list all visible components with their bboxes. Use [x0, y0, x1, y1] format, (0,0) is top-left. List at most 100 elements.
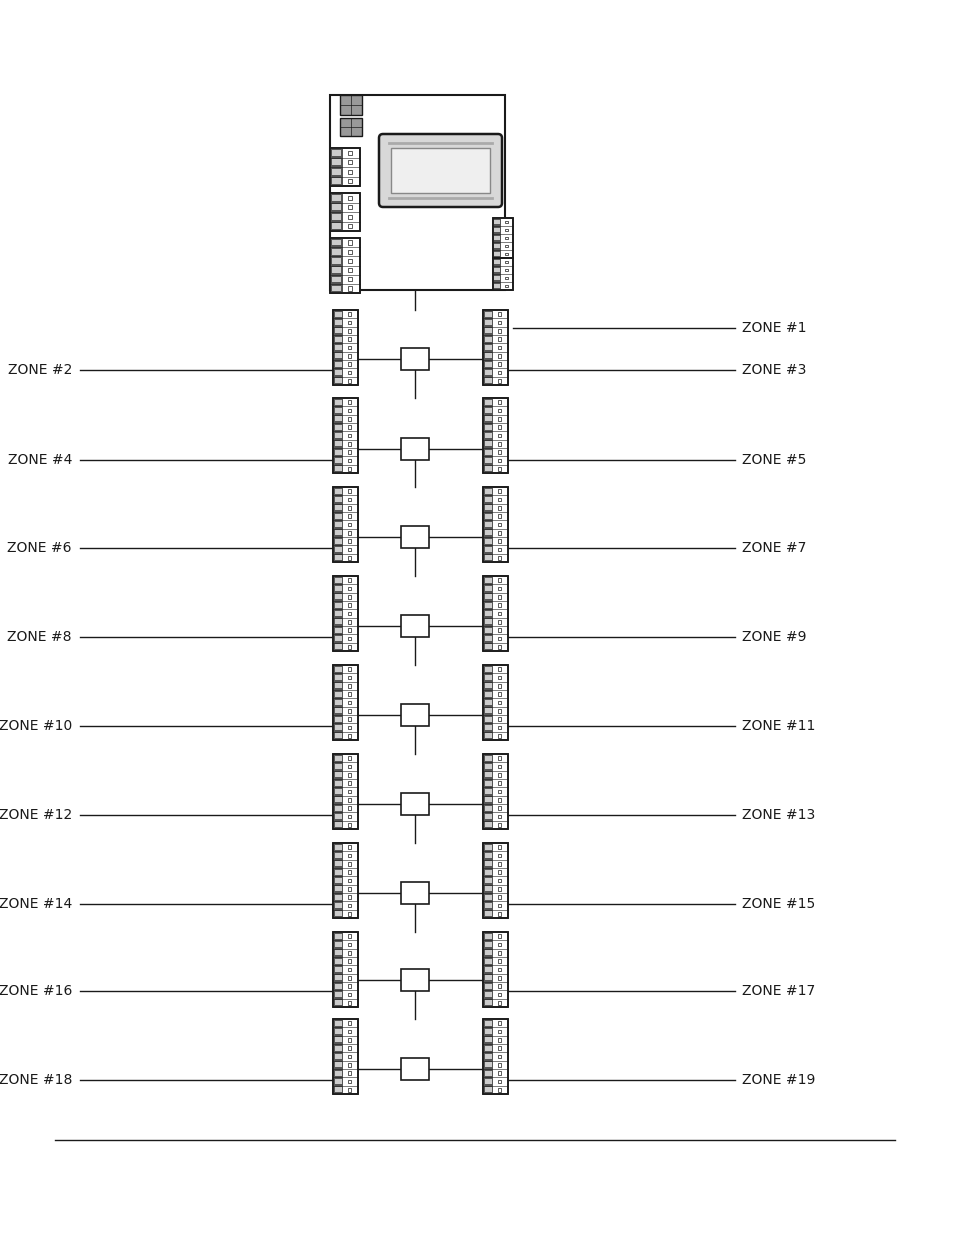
- Bar: [497, 960, 501, 963]
- Bar: [484, 1046, 492, 1051]
- Bar: [484, 756, 492, 761]
- Bar: [497, 718, 501, 721]
- Bar: [335, 514, 341, 519]
- Bar: [484, 585, 492, 592]
- Bar: [497, 773, 501, 777]
- Bar: [497, 540, 501, 543]
- Bar: [484, 320, 492, 325]
- Bar: [484, 416, 492, 421]
- Bar: [348, 409, 351, 412]
- Bar: [484, 1037, 492, 1042]
- Text: ZONE #5: ZONE #5: [741, 453, 805, 467]
- Bar: [332, 240, 340, 246]
- Bar: [348, 823, 351, 826]
- Bar: [482, 310, 493, 385]
- Bar: [330, 95, 504, 290]
- Bar: [484, 814, 492, 819]
- Bar: [497, 400, 501, 404]
- Bar: [348, 321, 351, 325]
- Bar: [497, 425, 501, 429]
- Text: ZONE #11: ZONE #11: [741, 719, 815, 734]
- Text: ZONE #3: ZONE #3: [741, 363, 805, 377]
- Bar: [497, 346, 501, 350]
- Bar: [484, 441, 492, 446]
- Bar: [482, 755, 493, 829]
- Bar: [335, 700, 341, 705]
- Bar: [333, 310, 357, 385]
- Bar: [497, 815, 501, 819]
- Bar: [335, 585, 341, 592]
- Bar: [335, 911, 341, 916]
- Bar: [497, 1046, 501, 1050]
- Bar: [335, 538, 341, 543]
- Bar: [348, 1046, 351, 1050]
- Bar: [484, 329, 492, 333]
- Bar: [333, 755, 357, 829]
- Bar: [333, 664, 357, 740]
- Bar: [333, 1019, 357, 1094]
- Bar: [335, 594, 341, 599]
- Bar: [335, 603, 341, 608]
- Bar: [482, 844, 507, 918]
- Bar: [497, 935, 501, 937]
- Text: ZONE #2: ZONE #2: [8, 363, 71, 377]
- Bar: [497, 734, 501, 737]
- Bar: [348, 645, 351, 648]
- Bar: [497, 862, 501, 866]
- Bar: [494, 243, 499, 248]
- Bar: [335, 781, 341, 785]
- Bar: [484, 764, 492, 769]
- Bar: [497, 1079, 501, 1083]
- Text: ZONE #13: ZONE #13: [741, 808, 815, 823]
- Bar: [484, 489, 492, 494]
- Bar: [348, 595, 351, 599]
- Bar: [335, 845, 341, 850]
- Bar: [348, 693, 351, 695]
- Bar: [335, 894, 341, 899]
- Bar: [335, 1071, 341, 1076]
- Bar: [497, 354, 501, 358]
- Bar: [333, 576, 357, 651]
- Bar: [497, 984, 501, 988]
- Bar: [348, 425, 351, 429]
- Bar: [497, 451, 501, 454]
- Bar: [348, 215, 352, 219]
- Bar: [484, 1079, 492, 1084]
- Bar: [494, 236, 499, 241]
- Bar: [335, 1046, 341, 1051]
- Bar: [335, 853, 341, 858]
- Bar: [335, 983, 341, 989]
- Bar: [335, 814, 341, 819]
- Bar: [484, 894, 492, 899]
- Bar: [482, 398, 507, 473]
- Bar: [348, 337, 351, 341]
- Bar: [348, 968, 351, 971]
- Bar: [482, 664, 507, 740]
- Bar: [348, 205, 352, 210]
- Bar: [348, 259, 352, 263]
- Bar: [484, 805, 492, 810]
- Bar: [497, 506, 501, 510]
- Bar: [497, 595, 501, 599]
- Bar: [484, 716, 492, 721]
- Bar: [400, 1058, 429, 1079]
- Bar: [484, 353, 492, 358]
- Bar: [335, 692, 341, 697]
- Bar: [348, 1079, 351, 1083]
- Bar: [497, 676, 501, 679]
- Bar: [335, 320, 341, 325]
- Bar: [482, 755, 507, 829]
- Bar: [482, 487, 507, 562]
- Bar: [335, 1029, 341, 1034]
- Bar: [484, 450, 492, 454]
- Bar: [400, 526, 429, 548]
- Bar: [332, 214, 340, 220]
- Bar: [484, 903, 492, 908]
- Bar: [484, 976, 492, 981]
- Bar: [484, 734, 492, 739]
- Bar: [335, 756, 341, 761]
- Bar: [348, 773, 351, 777]
- Bar: [482, 576, 507, 651]
- Bar: [484, 362, 492, 367]
- Bar: [348, 935, 351, 937]
